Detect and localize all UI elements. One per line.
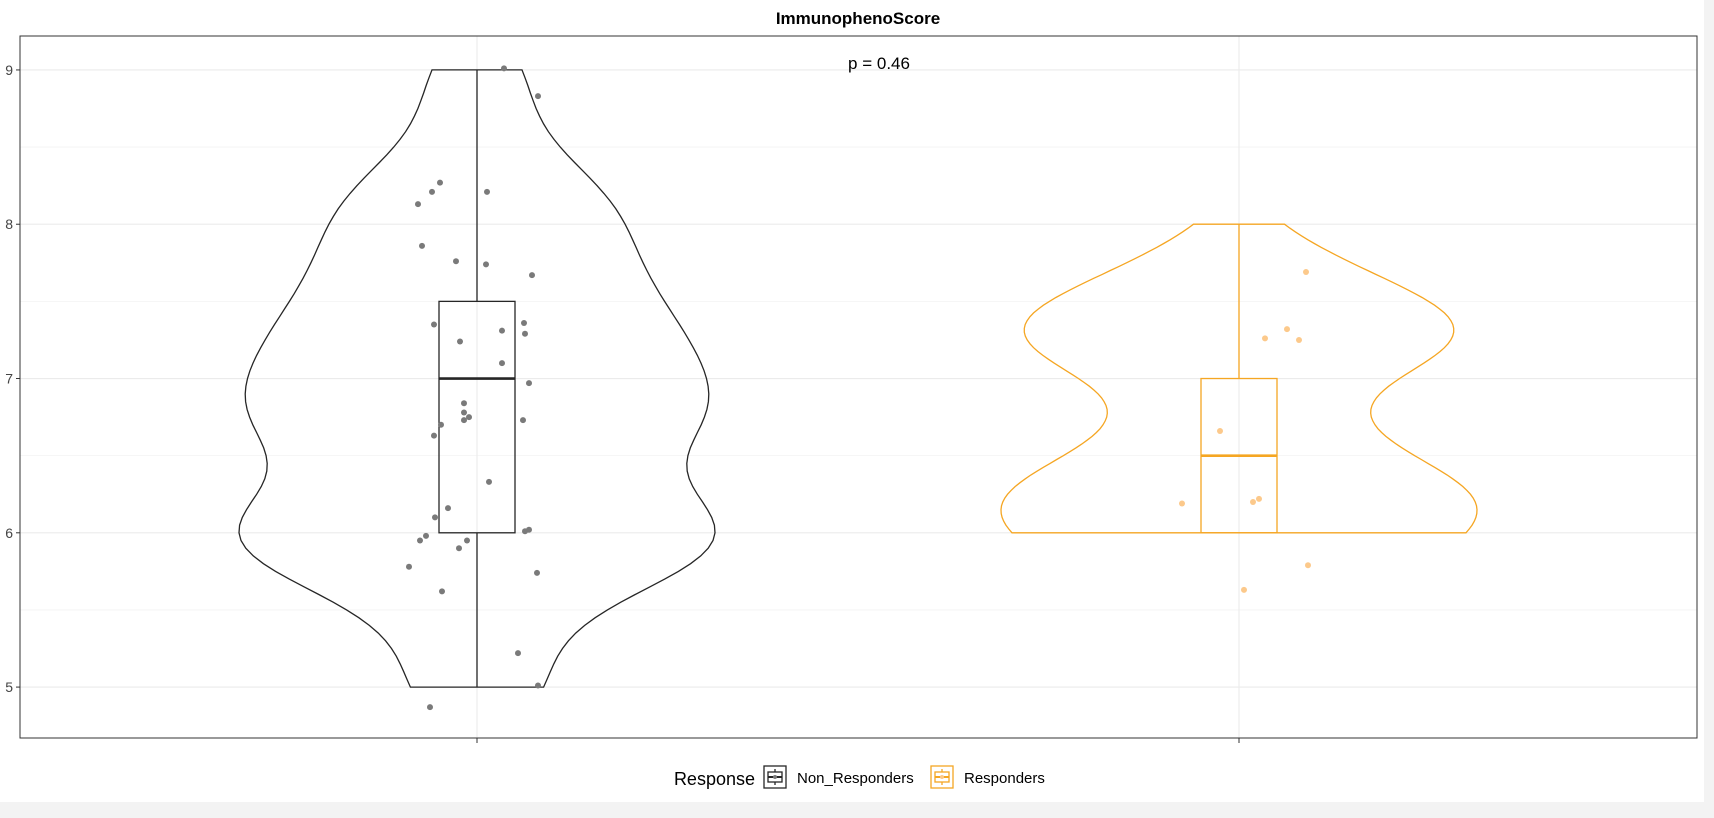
y-axis: 5 6 7 8 9 — [5, 62, 20, 695]
data-point — [453, 258, 459, 265]
gridlines — [20, 36, 1697, 738]
data-point — [464, 537, 470, 544]
data-point — [535, 682, 541, 689]
data-point — [484, 188, 490, 195]
data-point — [431, 321, 437, 328]
data-point — [535, 93, 541, 100]
data-point — [1303, 269, 1309, 276]
legend-label-responders: Responders — [964, 770, 1045, 787]
data-point — [1241, 586, 1247, 593]
data-point — [526, 380, 532, 387]
data-point — [1217, 427, 1223, 434]
data-point — [429, 188, 435, 195]
data-point — [1256, 495, 1262, 502]
box-iqr — [438, 300, 516, 534]
boxplots — [438, 69, 1278, 688]
y-tick-label: 6 — [5, 525, 13, 541]
data-point — [483, 261, 489, 268]
data-point — [439, 588, 445, 595]
data-point — [456, 545, 462, 552]
data-point — [529, 272, 535, 279]
violin-responders — [1000, 223, 1478, 534]
data-point — [445, 505, 451, 512]
p-value-annotation: p = 0.46 — [848, 54, 910, 73]
panel-background — [20, 36, 1697, 738]
data-point — [499, 360, 505, 367]
legend-key-responders — [930, 765, 954, 789]
data-point — [415, 201, 421, 208]
data-point — [431, 432, 437, 439]
data-point — [501, 65, 507, 72]
data-point — [1296, 336, 1302, 343]
data-point — [461, 400, 467, 407]
data-point — [419, 242, 425, 249]
legend-title: Response — [674, 769, 755, 789]
data-point — [437, 179, 443, 186]
data-point — [1284, 326, 1290, 333]
data-point — [1262, 335, 1268, 342]
data-point — [521, 319, 527, 326]
data-point — [486, 478, 492, 485]
legend-label-non-responders: Non_Responders — [797, 770, 914, 787]
panel-border — [19, 35, 1698, 739]
y-tick-label: 9 — [5, 62, 13, 78]
data-point — [520, 417, 526, 424]
data-point — [515, 650, 521, 657]
data-point — [406, 563, 412, 570]
data-point — [461, 417, 467, 424]
data-point — [466, 414, 472, 421]
data-point — [1179, 500, 1185, 507]
plot-area — [19, 35, 1698, 739]
jitter-points — [406, 65, 1311, 711]
data-point — [534, 569, 540, 576]
data-point — [417, 537, 423, 544]
data-point — [522, 330, 528, 337]
data-point — [423, 532, 429, 539]
violins — [238, 69, 1478, 688]
data-point — [427, 704, 433, 711]
data-point — [499, 327, 505, 334]
data-point — [1250, 498, 1256, 505]
y-tick-label: 5 — [5, 679, 13, 695]
data-point — [522, 528, 528, 535]
data-point — [1305, 562, 1311, 569]
data-point — [432, 514, 438, 521]
legend-key-non-responders — [763, 765, 787, 789]
y-tick-label: 8 — [5, 216, 13, 232]
x-axis — [476, 738, 1240, 743]
y-tick-label: 7 — [5, 371, 13, 387]
legend: Response Non_Responders Responders — [674, 765, 1045, 789]
data-point — [457, 338, 463, 345]
data-point — [438, 421, 444, 428]
data-point — [461, 409, 467, 416]
violin-non-responders — [238, 69, 716, 688]
chart-title: ImmunophenoScore — [776, 9, 940, 28]
